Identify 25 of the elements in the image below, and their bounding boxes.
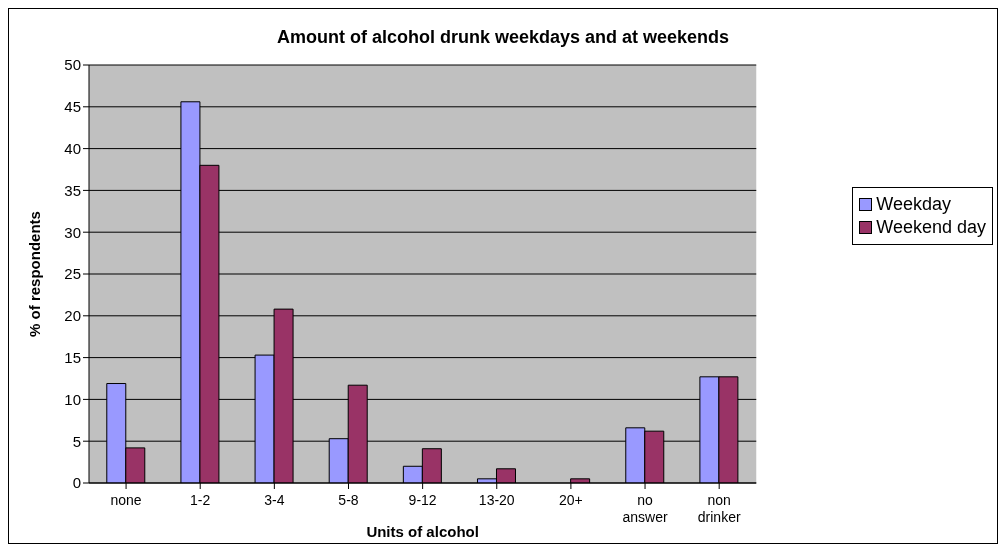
x-tick-label: 9-12 [408, 492, 437, 508]
chart-title: Amount of alcohol drunk weekdays and at weekends [275, 26, 731, 49]
y-tick-label: 10 [64, 390, 81, 408]
x-tick-label: 13-20 [478, 492, 515, 508]
x-tick-label: 5-8 [338, 492, 359, 508]
x-tick-label: none [110, 492, 142, 508]
y-tick-label: 0 [72, 474, 81, 492]
legend-label: Weekend day [876, 217, 986, 238]
x-tick-label: 1-2 [190, 492, 211, 508]
y-tick-label: 30 [64, 223, 81, 241]
y-tick-label: 15 [64, 348, 81, 366]
x-tick-label: 20+ [559, 492, 583, 508]
y-tick-label: 40 [64, 139, 81, 157]
y-tick-label: 50 [64, 56, 81, 74]
y-tick-label: 45 [64, 98, 81, 116]
x-tick-label: non drinker [697, 492, 741, 525]
y-tick-label: 35 [64, 181, 81, 199]
y-axis-title: % of respondents [26, 211, 44, 337]
y-tick-label: 5 [72, 432, 81, 450]
x-axis-title: Units of alcohol [366, 523, 479, 540]
x-tick-label: 3-4 [264, 492, 285, 508]
x-tick-label: no answer [622, 492, 668, 525]
y-tick-label: 20 [64, 307, 81, 325]
y-tick-label: 25 [64, 265, 81, 283]
legend-label: Weekday [876, 194, 951, 215]
